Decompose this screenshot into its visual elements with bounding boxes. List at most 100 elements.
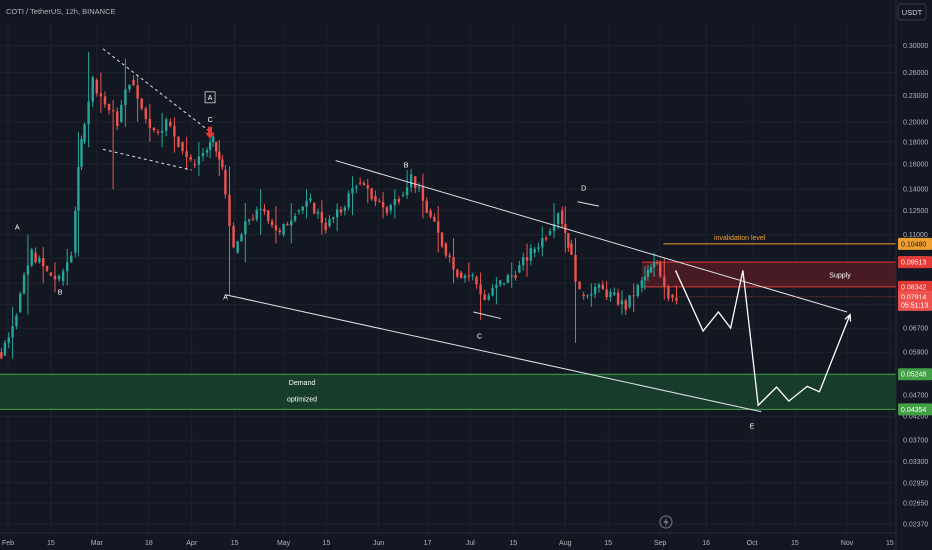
trendlines: [102, 48, 896, 413]
candle-body: [556, 213, 560, 225]
y-tick-label: 0.05900: [903, 350, 928, 357]
candle-body: [211, 136, 215, 143]
candle-body: [613, 292, 616, 295]
candle-body: [385, 207, 389, 213]
candle-body: [218, 151, 221, 160]
x-tick-label: 15: [791, 540, 799, 547]
candle-body: [215, 141, 218, 152]
wedge-trendline: [102, 48, 211, 133]
candle-body: [74, 210, 77, 253]
y-tick-label: 0.18000: [903, 139, 928, 146]
candle-body: [53, 275, 57, 280]
candle-body: [518, 265, 521, 273]
y-tick-label: 0.11000: [903, 232, 928, 239]
candle-body: [301, 206, 304, 211]
x-tick-label: Apr: [186, 540, 198, 547]
candle-body: [471, 274, 474, 277]
price-label-text: 0.08342: [901, 284, 926, 291]
candle-body: [247, 219, 251, 222]
candle-body: [437, 221, 440, 233]
price-label-text: 0.09513: [901, 260, 926, 267]
triangle-trendline: [335, 160, 848, 313]
candle-body: [675, 297, 678, 301]
y-tick-label: 0.03700: [903, 438, 928, 445]
time-axis[interactable]: Feb 15 Mar 18 Apr 15 May 15 Jun 17 Jul 15 Aug 15 Sep 16…: [0, 532, 896, 547]
candle-body: [181, 141, 184, 152]
candle-body: [444, 243, 448, 256]
triangle-trendline: [473, 311, 502, 320]
candle-body: [30, 249, 33, 266]
y-tick-label: 0.04700: [903, 392, 928, 399]
candle-body: [429, 210, 432, 217]
candle-body: [332, 217, 335, 220]
candle-body: [544, 238, 548, 240]
x-tick-label: May: [277, 540, 291, 547]
candle-body: [65, 262, 69, 272]
x-tick-label: 15: [886, 540, 894, 547]
candle-body: [358, 182, 362, 184]
candle-body: [640, 280, 644, 288]
supply-label: Supply: [829, 272, 851, 279]
price-label-text: 0.04354: [901, 407, 926, 414]
price-label-text: 0.05248: [901, 372, 926, 379]
projection-arrowhead: [844, 313, 852, 322]
candle-body: [297, 210, 301, 212]
candle-body: [601, 284, 605, 290]
candle-body: [132, 79, 135, 86]
currency-label: USDT: [902, 8, 923, 17]
candle-body: [240, 234, 243, 242]
candle-body: [643, 276, 647, 281]
demand-sub-label: optimized: [287, 396, 317, 403]
wave-label: B: [58, 290, 63, 297]
candle-body: [652, 262, 656, 267]
price-label-text: 0.07914: [901, 294, 926, 301]
candle-body: [77, 166, 80, 211]
y-tick-label: 0.23000: [903, 93, 928, 100]
x-tick-label: 18: [145, 540, 153, 547]
y-tick-label: 0.02650: [903, 500, 928, 507]
candle-body: [320, 211, 324, 223]
candle-body: [290, 220, 293, 226]
candle-body: [463, 275, 467, 279]
projection-path: [674, 270, 852, 407]
price-label-badge: [898, 256, 932, 269]
candle-body: [313, 203, 316, 214]
wave-label: B: [404, 163, 409, 170]
candle-body: [616, 292, 620, 305]
x-tick-label: 15: [323, 540, 331, 547]
y-tick-label: 0.12500: [903, 208, 928, 215]
candle-body: [282, 223, 285, 235]
down-arrow-icon-shaft: [208, 126, 213, 133]
zones: [0, 261, 896, 410]
candle-body: [91, 77, 94, 102]
candle-body: [208, 142, 212, 150]
price-label-badge: [898, 237, 932, 250]
candle-body: [487, 295, 490, 300]
candle-body: [316, 211, 320, 214]
candle-body: [70, 255, 73, 263]
candle-body: [335, 209, 339, 218]
invalidation-label: invalidation level: [714, 235, 766, 242]
wave-label: A: [223, 295, 228, 302]
candle-body: [236, 241, 239, 253]
candle-body: [128, 84, 131, 90]
candles: [0, 51, 678, 360]
currency-button[interactable]: USDT: [897, 3, 927, 21]
candle-body: [510, 275, 513, 277]
symbol-title: COTI / TetherUS, 12h, BINANCE: [6, 7, 115, 16]
lightning-icon[interactable]: [659, 515, 673, 529]
candle-body: [61, 271, 65, 282]
y-tick-label: 0.26000: [903, 70, 928, 77]
candle-body: [632, 295, 635, 297]
candle-body: [624, 300, 627, 310]
candle-body: [636, 284, 639, 297]
x-tick-label: 15: [604, 540, 612, 547]
candle-body: [140, 98, 143, 109]
candle-body: [479, 284, 482, 295]
candle-body: [578, 281, 581, 290]
price-axis[interactable]: 0.30000 0.26000 0.23000 0.20000 0.18000 0.160…: [895, 0, 932, 550]
candle-body: [136, 85, 139, 99]
x-tick-label: 16: [702, 540, 710, 547]
candle-body: [83, 124, 86, 142]
